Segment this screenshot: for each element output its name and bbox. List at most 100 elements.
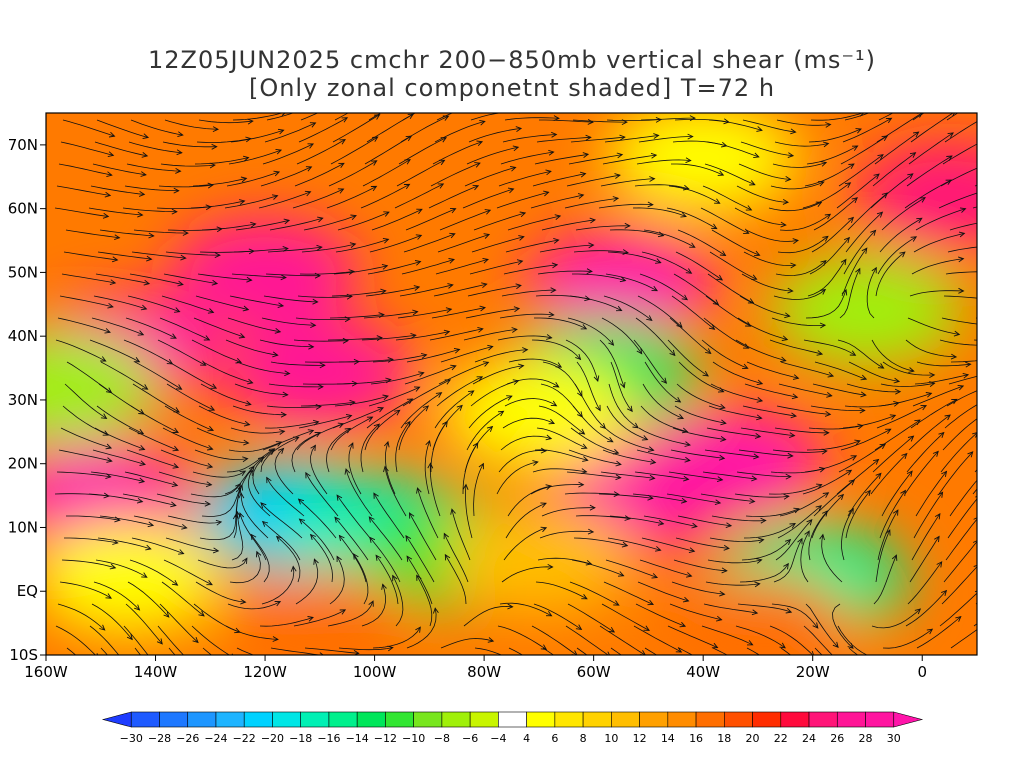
streamline xyxy=(906,432,945,473)
streamline xyxy=(200,383,251,405)
colorbar-segment xyxy=(101,711,132,728)
streamline xyxy=(294,162,345,187)
streamline xyxy=(436,376,483,407)
colorbar-segment xyxy=(215,711,245,728)
streamline-arrow xyxy=(944,414,951,421)
streamline xyxy=(424,440,430,495)
streamline xyxy=(644,647,658,655)
colorbar-label: −24 xyxy=(204,732,227,745)
streamline-arrow xyxy=(171,208,178,215)
streamline-arrow xyxy=(579,171,587,178)
streamline xyxy=(872,152,916,187)
colorbar-label: 6 xyxy=(551,732,558,745)
streamline-arrow xyxy=(719,403,726,410)
streamline-arrow xyxy=(840,258,847,266)
streamline-arrow xyxy=(910,236,918,242)
streamline xyxy=(328,160,377,187)
streamline-arrow xyxy=(682,596,690,603)
streamline xyxy=(950,360,977,363)
streamline xyxy=(776,119,831,126)
streamline xyxy=(231,511,244,561)
streamline xyxy=(949,222,977,231)
streamline xyxy=(942,418,977,451)
streamline xyxy=(677,229,726,256)
streamline xyxy=(736,185,789,203)
streamline-arrow xyxy=(314,432,322,438)
streamline xyxy=(262,143,314,165)
streamline xyxy=(606,405,648,440)
streamline-arrow xyxy=(553,237,560,244)
streamline-arrow xyxy=(481,282,488,289)
streamline-arrow xyxy=(450,508,456,515)
streamline xyxy=(158,471,212,486)
streamline-arrow xyxy=(612,196,620,202)
streamline-arrow xyxy=(540,502,547,508)
streamline xyxy=(870,453,908,495)
streamline xyxy=(668,471,723,481)
streamline xyxy=(800,530,810,583)
streamline xyxy=(838,154,884,187)
streamline xyxy=(600,178,655,187)
streamline-arrow xyxy=(885,428,892,435)
streamline-arrow xyxy=(780,221,787,228)
streamline xyxy=(635,317,676,356)
streamline-arrow xyxy=(906,470,913,477)
streamline xyxy=(842,415,896,429)
streamline xyxy=(397,308,452,319)
streamline xyxy=(158,184,213,188)
streamline xyxy=(811,217,854,253)
streamline xyxy=(711,515,766,522)
streamline xyxy=(907,317,960,335)
streamline xyxy=(779,492,829,517)
streamline xyxy=(92,449,146,465)
streamline xyxy=(128,427,179,451)
streamline-arrow xyxy=(214,252,221,259)
streamline-arrow xyxy=(708,324,716,330)
streamline xyxy=(400,392,442,429)
streamline-arrow xyxy=(211,143,218,150)
streamline-arrow xyxy=(371,160,378,166)
streamline xyxy=(195,581,246,603)
streamline xyxy=(610,647,622,655)
streamline xyxy=(409,512,437,561)
streamline xyxy=(906,155,953,187)
streamline xyxy=(400,115,449,143)
streamline xyxy=(609,515,664,525)
streamline xyxy=(122,493,176,506)
streamline-arrow xyxy=(848,163,855,170)
streamline-arrow xyxy=(245,136,252,143)
streamline-arrow xyxy=(991,383,997,388)
streamline-arrow xyxy=(622,249,629,255)
colorbar-label: 18 xyxy=(717,732,731,745)
streamline-arrow xyxy=(779,642,786,649)
streamline-arrow xyxy=(681,294,689,301)
streamline xyxy=(571,559,624,577)
streamline-arrow xyxy=(702,370,709,377)
streamline xyxy=(539,119,593,123)
streamline-arrow xyxy=(790,262,797,269)
streamline-arrow xyxy=(387,356,394,363)
streamline xyxy=(908,132,954,165)
streamline xyxy=(92,163,146,176)
streamline-arrow xyxy=(669,349,676,357)
streamline-arrow xyxy=(879,443,887,450)
streamline-arrow xyxy=(350,214,357,221)
streamline xyxy=(780,647,792,655)
streamline xyxy=(197,273,252,281)
streamline xyxy=(501,289,556,297)
streamline-arrow xyxy=(215,519,223,526)
streamline xyxy=(841,508,854,561)
streamline xyxy=(507,215,561,231)
streamline-arrow xyxy=(310,322,317,329)
streamline-arrow xyxy=(588,242,595,249)
streamline-arrow xyxy=(138,477,146,484)
streamline-arrow xyxy=(404,420,411,428)
longitude-axis: 160W 140W 120W 100W 80W 60W 40W 20W 0 xyxy=(24,655,927,681)
streamline xyxy=(601,317,643,354)
streamline xyxy=(972,488,977,495)
streamline xyxy=(434,390,474,429)
streamline xyxy=(228,441,282,453)
streamline-arrow xyxy=(383,211,390,217)
streamline-arrow xyxy=(859,407,866,414)
streamline xyxy=(672,427,726,440)
